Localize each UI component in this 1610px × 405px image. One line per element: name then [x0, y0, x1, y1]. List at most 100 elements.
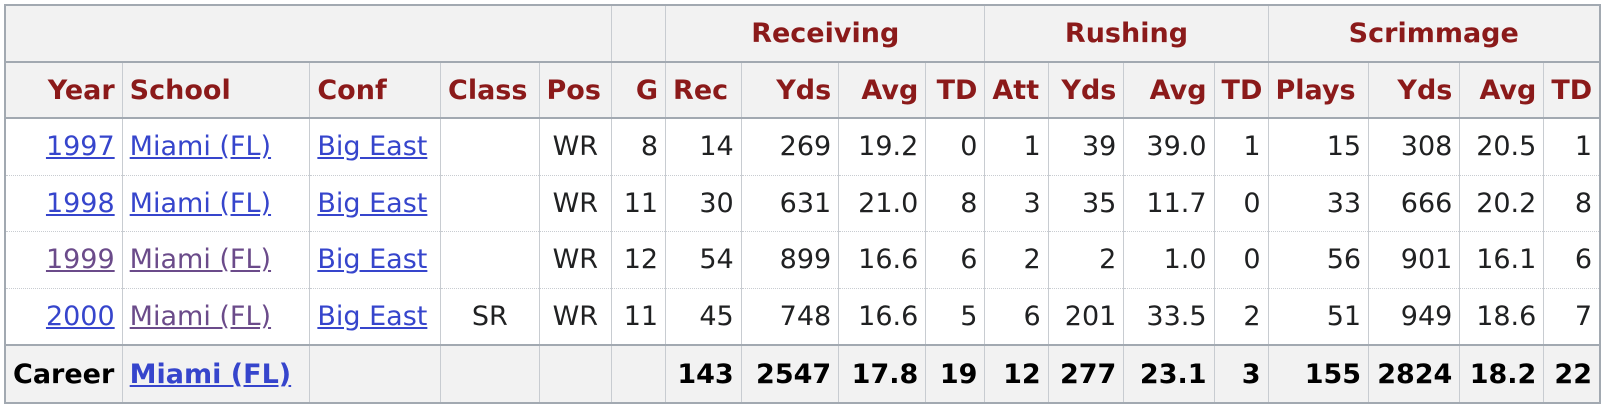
year-cell[interactable]: 1998 — [4, 175, 123, 233]
rush-yds-cell: 2 — [1047, 231, 1125, 289]
col-header-rush-td[interactable]: TD — [1213, 62, 1269, 119]
career-rush-td-cell: 3 — [1213, 344, 1269, 403]
col-header-scrim-avg[interactable]: Avg — [1459, 62, 1545, 119]
rec-yds-cell: 269 — [740, 118, 840, 176]
career-rush-avg-cell: 23.1 — [1123, 344, 1215, 403]
pos-cell: WR — [538, 175, 613, 233]
table-row: 1997 Miami (FL) Big East WR 8 14 269 19.… — [4, 118, 1601, 176]
col-header-pos[interactable]: Pos — [538, 62, 613, 119]
group-header-blank — [4, 5, 613, 63]
rec-yds-cell: 899 — [740, 231, 840, 289]
career-rec-yds-cell: 2547 — [740, 344, 840, 403]
g-cell: 11 — [611, 175, 667, 233]
school-link[interactable]: Miami (FL) — [129, 244, 272, 276]
year-link[interactable]: 1998 — [45, 187, 115, 219]
table-row: 1999 Miami (FL) Big East WR 12 54 899 16… — [4, 231, 1601, 289]
school-cell[interactable]: Miami (FL) — [121, 175, 311, 233]
conf-link[interactable]: Big East — [317, 187, 428, 219]
conf-link[interactable]: Big East — [317, 301, 428, 333]
school-link[interactable]: Miami (FL) — [129, 187, 272, 219]
class-cell — [440, 175, 540, 233]
year-link[interactable]: 2000 — [45, 301, 115, 333]
group-header-receiving: Receiving — [665, 5, 986, 63]
rush-avg-cell: 11.7 — [1123, 175, 1215, 233]
year-cell[interactable]: 2000 — [4, 288, 123, 346]
rush-yds-cell: 35 — [1047, 175, 1125, 233]
scrim-avg-cell: 20.2 — [1459, 175, 1545, 233]
career-att-cell: 12 — [984, 344, 1049, 403]
col-header-year[interactable]: Year — [4, 62, 123, 119]
col-header-plays[interactable]: Plays — [1267, 62, 1370, 119]
scrim-avg-cell: 20.5 — [1459, 118, 1545, 176]
rush-avg-cell: 1.0 — [1123, 231, 1215, 289]
school-link[interactable]: Miami (FL) — [129, 131, 272, 163]
conf-cell[interactable]: Big East — [309, 288, 442, 346]
rec-avg-cell: 16.6 — [838, 288, 927, 346]
career-row: Career Miami (FL) 143 2547 17.8 19 12 27… — [4, 344, 1601, 403]
scrim-yds-cell: 666 — [1368, 175, 1461, 233]
att-cell: 6 — [984, 288, 1049, 346]
g-cell: 11 — [611, 288, 667, 346]
year-link[interactable]: 1997 — [45, 131, 115, 163]
col-header-rush-avg[interactable]: Avg — [1123, 62, 1215, 119]
group-header-rushing: Rushing — [984, 5, 1269, 63]
career-scrim-yds-cell: 2824 — [1368, 344, 1461, 403]
conf-cell[interactable]: Big East — [309, 118, 442, 176]
school-cell[interactable]: Miami (FL) — [121, 231, 311, 289]
career-g-cell — [611, 344, 667, 403]
class-cell — [440, 231, 540, 289]
col-header-rec-avg[interactable]: Avg — [838, 62, 927, 119]
plays-cell: 15 — [1267, 118, 1370, 176]
pos-cell: WR — [538, 231, 613, 289]
year-cell[interactable]: 1997 — [4, 118, 123, 176]
pos-cell: WR — [538, 288, 613, 346]
plays-cell: 51 — [1267, 288, 1370, 346]
rush-avg-cell: 33.5 — [1123, 288, 1215, 346]
table-row: 2000 Miami (FL) Big East SR WR 11 45 748… — [4, 288, 1601, 346]
career-rec-td-cell: 19 — [925, 344, 986, 403]
rush-yds-cell: 39 — [1047, 118, 1125, 176]
col-header-att[interactable]: Att — [984, 62, 1049, 119]
att-cell: 2 — [984, 231, 1049, 289]
col-header-rec-yds[interactable]: Yds — [740, 62, 840, 119]
table-row: 1998 Miami (FL) Big East WR 11 30 631 21… — [4, 175, 1601, 233]
career-pos-cell — [538, 344, 613, 403]
rec-avg-cell: 16.6 — [838, 231, 927, 289]
col-header-scrim-yds[interactable]: Yds — [1368, 62, 1461, 119]
col-header-rec-td[interactable]: TD — [925, 62, 986, 119]
conf-cell[interactable]: Big East — [309, 231, 442, 289]
year-link[interactable]: 1999 — [45, 244, 115, 276]
col-header-scrim-td[interactable]: TD — [1543, 62, 1601, 119]
career-plays-cell: 155 — [1267, 344, 1370, 403]
career-school-link[interactable]: Miami (FL) — [129, 358, 292, 390]
school-link[interactable]: Miami (FL) — [129, 301, 272, 333]
rush-td-cell: 0 — [1213, 231, 1269, 289]
col-header-rush-yds[interactable]: Yds — [1047, 62, 1125, 119]
year-cell[interactable]: 1999 — [4, 231, 123, 289]
rush-td-cell: 2 — [1213, 288, 1269, 346]
g-cell: 8 — [611, 118, 667, 176]
rec-td-cell: 5 — [925, 288, 986, 346]
col-header-school[interactable]: School — [121, 62, 311, 119]
scrim-avg-cell: 16.1 — [1459, 231, 1545, 289]
career-rec-cell: 143 — [665, 344, 742, 403]
col-header-conf[interactable]: Conf — [309, 62, 442, 119]
career-scrim-td-cell: 22 — [1543, 344, 1601, 403]
class-cell: SR — [440, 288, 540, 346]
pos-cell: WR — [538, 118, 613, 176]
col-header-class[interactable]: Class — [440, 62, 540, 119]
plays-cell: 56 — [1267, 231, 1370, 289]
conf-link[interactable]: Big East — [317, 131, 428, 163]
career-label: Career — [4, 344, 123, 403]
col-header-rec[interactable]: Rec — [665, 62, 742, 119]
school-cell[interactable]: Miami (FL) — [121, 288, 311, 346]
column-header-row: Year School Conf Class Pos G Rec Yds Avg… — [4, 62, 1601, 119]
career-school-cell[interactable]: Miami (FL) — [121, 344, 311, 403]
rush-td-cell: 1 — [1213, 118, 1269, 176]
plays-cell: 33 — [1267, 175, 1370, 233]
conf-link[interactable]: Big East — [317, 244, 428, 276]
school-cell[interactable]: Miami (FL) — [121, 118, 311, 176]
stats-table: Receiving Rushing Scrimmage Year School … — [4, 4, 1601, 404]
col-header-g[interactable]: G — [611, 62, 667, 119]
conf-cell[interactable]: Big East — [309, 175, 442, 233]
